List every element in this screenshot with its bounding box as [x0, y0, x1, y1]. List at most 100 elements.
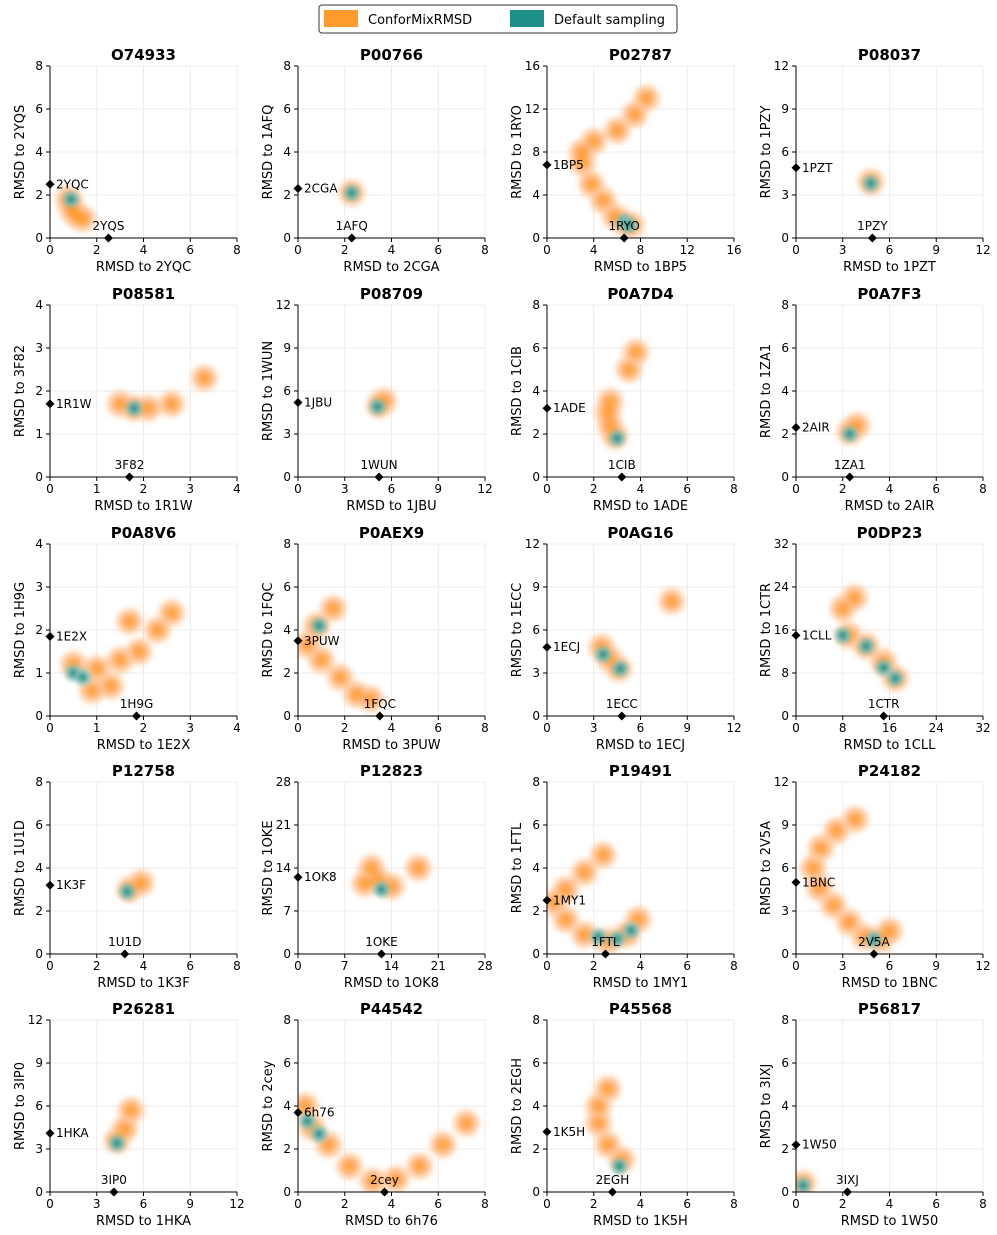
x-axis-label: RMSD to 1ADE [593, 499, 688, 514]
y-tick-label: 1 [35, 427, 43, 441]
panel-title: P0A7D4 [607, 285, 673, 303]
conformix-core [459, 1116, 474, 1131]
y-tick-label: 12 [774, 59, 789, 73]
y-tick-label: 6 [283, 384, 291, 398]
conformix-core [812, 880, 827, 896]
conformix-core [577, 927, 592, 942]
default-core [862, 642, 871, 651]
panel-title: P02787 [609, 46, 672, 64]
conformix-core [829, 823, 844, 838]
y-tick-label: 0 [532, 1185, 540, 1199]
reference-label: 6h76 [304, 1105, 335, 1119]
default-density [616, 213, 637, 234]
y-tick-label: 6 [532, 818, 540, 832]
conformix-core [84, 683, 100, 698]
panel-P19491: 0 2 4 6 8 0 2 4 6 8 P19491 RMSD to 1MY1 RMSD to 1FTL… [510, 762, 738, 991]
conformix-core [131, 644, 147, 659]
reference-marker [542, 895, 552, 905]
reference-label: 1MY1 [553, 893, 586, 907]
reference-label: 1OKE [365, 935, 398, 949]
reference-marker [542, 1127, 552, 1137]
x-tick-label: 6 [683, 482, 691, 496]
default-core [594, 932, 603, 941]
x-tick-label: 0 [294, 959, 302, 973]
default-density [865, 931, 882, 948]
x-tick-label: 8 [730, 959, 738, 973]
y-tick-label: 6 [532, 341, 540, 355]
y-tick-label: 2 [35, 623, 43, 637]
default-density [119, 883, 136, 900]
x-tick-label: 6 [932, 482, 940, 496]
panel-P02787: 0 4 8 12 16 0 4 8 12 16 P02787 RMSD to 1BP5 RMSD to … [510, 46, 742, 275]
conformix-density [829, 584, 909, 692]
y-tick-label: 6 [35, 102, 43, 116]
conformix-density [107, 365, 218, 422]
panel-P0A8V6: 0 1 2 3 4 0 1 2 3 4 P0A8V6 RMSD to 1E2X RMSD to 1H9G… [13, 524, 241, 753]
panel-title: P44542 [360, 1000, 423, 1018]
conformix-core [103, 678, 118, 694]
y-tick-label: 1 [35, 666, 43, 680]
legend-label: ConforMixRMSD [368, 13, 472, 28]
x-tick-label: 4 [637, 1197, 645, 1211]
y-tick-label: 3 [35, 1142, 43, 1156]
x-tick-label: 16 [726, 243, 741, 257]
conformix-core [628, 345, 644, 360]
x-axis-label: RMSD to 2AIR [845, 499, 935, 514]
reference-marker [867, 233, 877, 243]
x-axis-label: RMSD to 1E2X [97, 738, 191, 753]
conformix-core [388, 1171, 404, 1187]
y-tick-label: 2 [781, 1142, 789, 1156]
y-tick-label: 2 [283, 188, 291, 202]
conformix-core [627, 107, 642, 122]
x-tick-label: 4 [388, 1197, 396, 1211]
x-tick-label: 8 [637, 243, 645, 257]
y-tick-label: 9 [781, 102, 789, 116]
x-tick-label: 8 [481, 721, 489, 735]
conformix-core [412, 1159, 427, 1174]
y-tick-label: 12 [525, 102, 540, 116]
y-axis-label: RMSD to 1H9G [13, 582, 28, 678]
x-tick-label: 0 [543, 721, 551, 735]
y-tick-label: 12 [276, 298, 291, 312]
x-tick-label: 6 [932, 1197, 940, 1211]
conformix-core [664, 594, 679, 609]
x-tick-label: 12 [726, 721, 741, 735]
x-tick-label: 8 [979, 1197, 987, 1211]
x-tick-label: 6 [886, 243, 894, 257]
default-core [613, 434, 622, 443]
y-tick-label: 16 [525, 59, 540, 73]
default-core [616, 664, 625, 673]
density-layer [547, 842, 652, 954]
x-tick-label: 4 [140, 243, 148, 257]
legend-swatch [324, 10, 358, 27]
x-tick-label: 2 [341, 1197, 349, 1211]
y-axis-label: RMSD to 1AFQ [261, 105, 276, 200]
reference-marker [791, 423, 801, 433]
default-core [838, 631, 847, 640]
reference-label: 2YQS [92, 219, 124, 233]
reference-label: 1U1D [108, 935, 141, 949]
y-tick-label: 0 [283, 1185, 291, 1199]
x-tick-label: 0 [792, 482, 800, 496]
y-tick-label: 4 [283, 1099, 291, 1113]
conformix-core [75, 211, 90, 226]
reference-label: 2V5A [858, 935, 890, 949]
y-axis-label: RMSD to 3IXJ [759, 1064, 774, 1149]
conformix-density [298, 1093, 480, 1192]
reference-label: 1CTR [868, 697, 900, 711]
reference-marker [293, 872, 303, 882]
default-density [796, 1177, 812, 1192]
panel-P45568: 0 2 4 6 8 0 2 4 6 8 P45568 RMSD to 1K5H RMSD to 2EGH… [510, 1000, 738, 1229]
x-axis-label: RMSD to 1OK8 [344, 976, 439, 991]
reference-label: 1ZA1 [834, 458, 866, 472]
reference-marker [293, 184, 303, 194]
x-tick-label: 2 [93, 959, 101, 973]
x-tick-label: 6 [886, 959, 894, 973]
panel-title: P12758 [112, 762, 175, 780]
y-tick-label: 3 [35, 580, 43, 594]
conformix-core [558, 912, 573, 927]
y-tick-label: 0 [532, 231, 540, 245]
panel-title: P0AG16 [607, 524, 673, 542]
panel-title: P24182 [858, 762, 921, 780]
